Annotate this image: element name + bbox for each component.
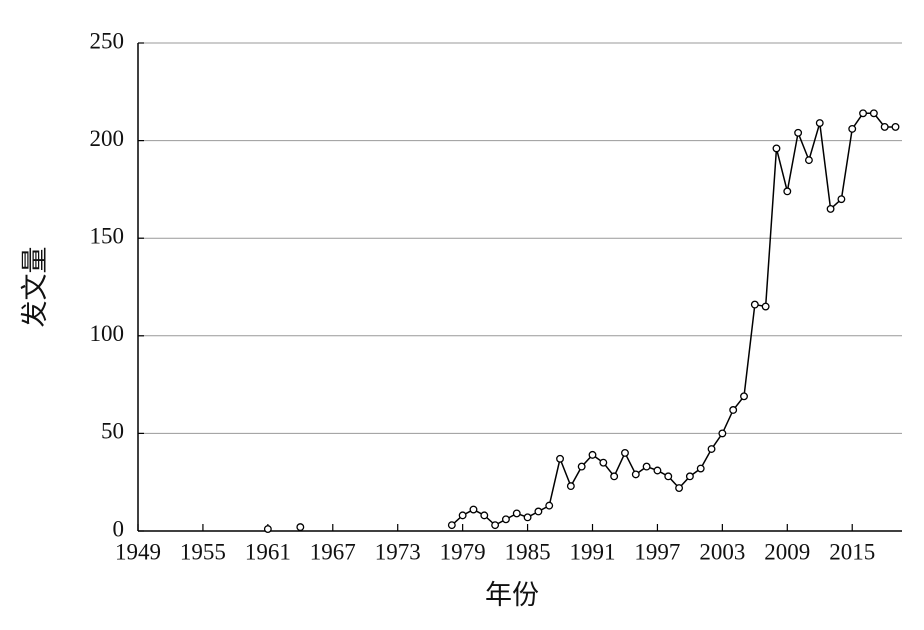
data-point [491, 521, 500, 530]
data-point [750, 300, 759, 309]
data-line [451, 112, 896, 527]
data-point [577, 462, 586, 471]
y-tick-label: 200 [90, 126, 125, 151]
x-tick-label: 1961 [245, 539, 291, 564]
data-point [642, 462, 651, 471]
data-point [880, 122, 889, 131]
data-point [469, 505, 478, 514]
data-point [545, 501, 554, 510]
data-point [696, 464, 705, 473]
data-point [296, 523, 305, 532]
data-point [815, 119, 824, 127]
data-point [859, 109, 867, 118]
y-tick-label: 0 [113, 516, 125, 541]
data-point [826, 204, 835, 213]
data-point [653, 466, 662, 475]
data-point [501, 515, 510, 524]
data-point [729, 406, 738, 414]
data-point [599, 458, 608, 467]
x-tick-label: 2015 [829, 539, 875, 564]
data-point [588, 450, 597, 459]
data-point [848, 124, 857, 133]
data-point [610, 472, 619, 481]
data-point [794, 128, 803, 137]
x-tick-label: 2009 [764, 539, 810, 564]
data-point [685, 472, 694, 481]
data-point [783, 187, 792, 196]
data-point [869, 109, 878, 118]
data-point [664, 472, 673, 481]
y-tick-label: 150 [90, 223, 125, 248]
y-tick-label: 250 [90, 28, 125, 53]
data-point [458, 511, 467, 520]
x-tick-label: 1997 [634, 539, 680, 564]
x-tick-label: 1979 [440, 539, 486, 564]
data-point [772, 144, 781, 153]
y-tick-label: 100 [90, 321, 125, 346]
x-tick-label: 1955 [180, 539, 226, 564]
y-tick-label: 50 [101, 419, 124, 444]
data-point [263, 525, 272, 533]
data-point [740, 392, 748, 401]
data-point [534, 507, 543, 516]
data-point [480, 511, 489, 520]
data-point [512, 509, 521, 518]
data-point [447, 521, 456, 530]
x-tick-label: 1949 [115, 539, 161, 564]
data-point [675, 484, 684, 493]
data-point [707, 445, 716, 453]
data-point [804, 156, 813, 165]
data-point [566, 482, 575, 491]
x-axis-title: 年份 [485, 580, 539, 610]
x-tick-label: 1985 [505, 539, 551, 564]
y-axis-title: 发文量 [20, 247, 50, 328]
data-point [761, 302, 770, 311]
x-tick-label: 1991 [570, 539, 616, 564]
data-point [891, 122, 900, 131]
data-point [523, 513, 532, 522]
x-tick-label: 2003 [699, 539, 745, 564]
data-point [556, 454, 564, 463]
x-tick-label: 1967 [310, 539, 356, 564]
data-point [837, 195, 846, 204]
x-tick-label: 1973 [375, 539, 421, 564]
data-point [621, 448, 629, 457]
data-point [718, 429, 727, 438]
data-point [631, 470, 640, 479]
